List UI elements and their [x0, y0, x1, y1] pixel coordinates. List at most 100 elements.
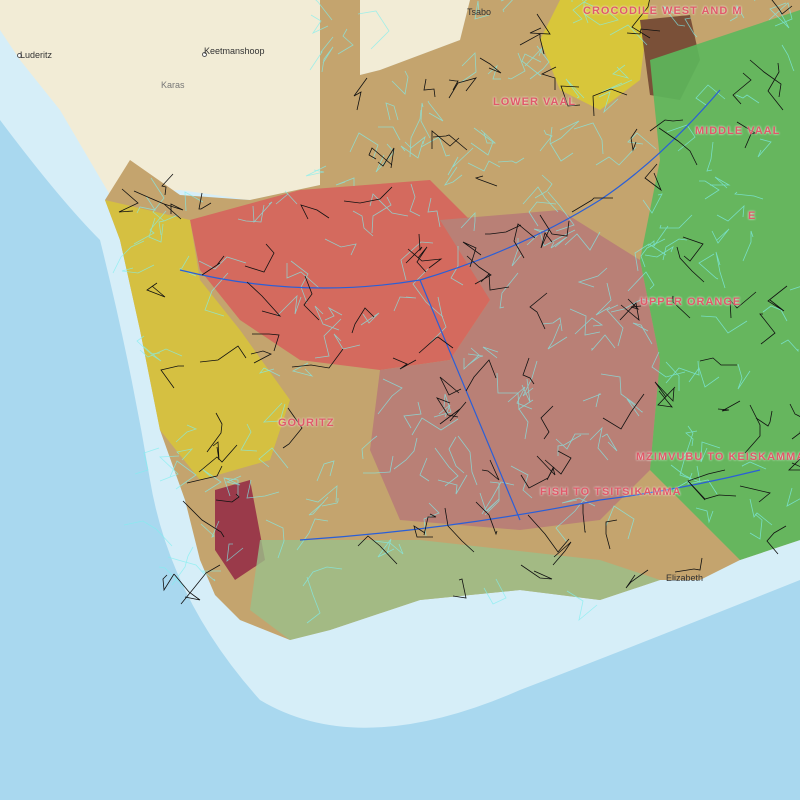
catchment-line: [647, 225, 669, 248]
catchment-line: [150, 177, 165, 222]
catchment-line: [136, 195, 156, 214]
catchment-line: [378, 126, 401, 141]
catchment-line: [198, 192, 212, 210]
catchment-line: [409, 183, 421, 217]
catchment-line: [474, 0, 490, 20]
catchment-line: [507, 386, 533, 410]
catchment-line: [780, 339, 799, 353]
catchment-line: [569, 308, 601, 336]
catchment-line: [518, 399, 534, 440]
catchment-line: [452, 578, 467, 599]
zone-green: [640, 10, 800, 560]
catchment-line: [400, 140, 424, 159]
catchment-line: [371, 196, 392, 234]
catchment-line: [123, 520, 173, 547]
catchment-line: [583, 1, 600, 24]
catchment-line: [634, 243, 667, 272]
catchment-line: [522, 360, 538, 397]
catchment-line: [439, 376, 462, 396]
catchment-line: [481, 481, 515, 515]
catchment-line: [695, 507, 714, 524]
catchment-line: [291, 348, 344, 369]
catchment-line: [522, 357, 535, 385]
catchment-line: [598, 91, 619, 114]
catchment-line: [657, 386, 676, 408]
catchment-line: [462, 241, 482, 268]
catchment-line: [353, 77, 368, 111]
rivers: [179, 89, 761, 541]
catchment-line: [547, 323, 568, 350]
catchment-line: [315, 0, 333, 21]
catchment-line: [631, 0, 651, 39]
catchment-line: [699, 357, 737, 366]
catchment-line: [133, 210, 167, 245]
catchment-line: [357, 10, 390, 50]
catchment-line: [605, 519, 618, 550]
catchment-line: [133, 190, 182, 220]
catchment-line: [431, 130, 460, 149]
zone-yellow-west: [105, 200, 290, 480]
catchment-line: [201, 255, 225, 276]
catchment-line: [240, 423, 258, 452]
catchment-line: [199, 345, 247, 363]
catchment-line: [684, 17, 698, 38]
catchment-line: [626, 28, 661, 35]
catchment-line: [768, 2, 793, 27]
catchment-line: [377, 147, 395, 169]
catchment-line: [739, 485, 771, 503]
catchment-line: [324, 238, 357, 256]
catchment-line: [665, 360, 700, 384]
catchment-line: [434, 447, 459, 487]
catchment-line: [540, 229, 553, 249]
catchment-line: [766, 525, 787, 555]
catchment-line: [742, 230, 754, 262]
catchment-line: [589, 426, 609, 461]
catchment-line: [423, 513, 437, 536]
catchment-line: [642, 193, 663, 214]
catchment-line: [699, 180, 720, 200]
catchment-line: [159, 455, 180, 482]
catchment-line: [296, 518, 329, 551]
catchment-line: [670, 464, 693, 491]
catchment-line: [309, 36, 334, 71]
catchment-line: [175, 424, 198, 443]
catchment-line: [352, 210, 374, 237]
catchment-line: [258, 447, 289, 469]
catchment-line: [540, 66, 557, 90]
catchment-line: [522, 186, 559, 213]
catchment-line: [134, 447, 160, 475]
catchment-line: [337, 28, 354, 55]
catchment-line: [640, 238, 666, 268]
catchment-line: [448, 77, 478, 99]
catchment-line: [496, 372, 520, 411]
catchment-line: [769, 2, 790, 29]
catchment-line: [555, 493, 589, 543]
catchment-line: [423, 502, 440, 537]
catchment-line: [475, 501, 498, 536]
catchment-line: [303, 275, 320, 321]
catchment-line: [275, 190, 298, 205]
catchment-line: [250, 350, 272, 364]
catchment-line: [324, 306, 343, 321]
city-marker-icon: [202, 52, 207, 57]
catchment-line: [540, 405, 554, 440]
catchment-line: [162, 573, 175, 592]
catchment-line: [483, 578, 507, 605]
catchment-line: [432, 134, 468, 151]
catchment-line: [176, 448, 194, 461]
catchment-line: [737, 363, 751, 390]
catchment-line: [212, 441, 220, 461]
catchment-line: [146, 282, 166, 298]
catchment-line: [171, 546, 194, 586]
catchment-line: [263, 402, 286, 423]
catchment-line: [529, 292, 548, 330]
catchment-line: [316, 460, 335, 482]
catchment-line: [560, 85, 581, 107]
catchment-line: [437, 474, 468, 495]
catchment-line: [612, 64, 630, 79]
catchment-line: [549, 120, 580, 145]
wma-label: LOWER VAAL: [493, 96, 577, 108]
catchment-line: [582, 504, 586, 533]
catchment-line: [729, 4, 745, 22]
